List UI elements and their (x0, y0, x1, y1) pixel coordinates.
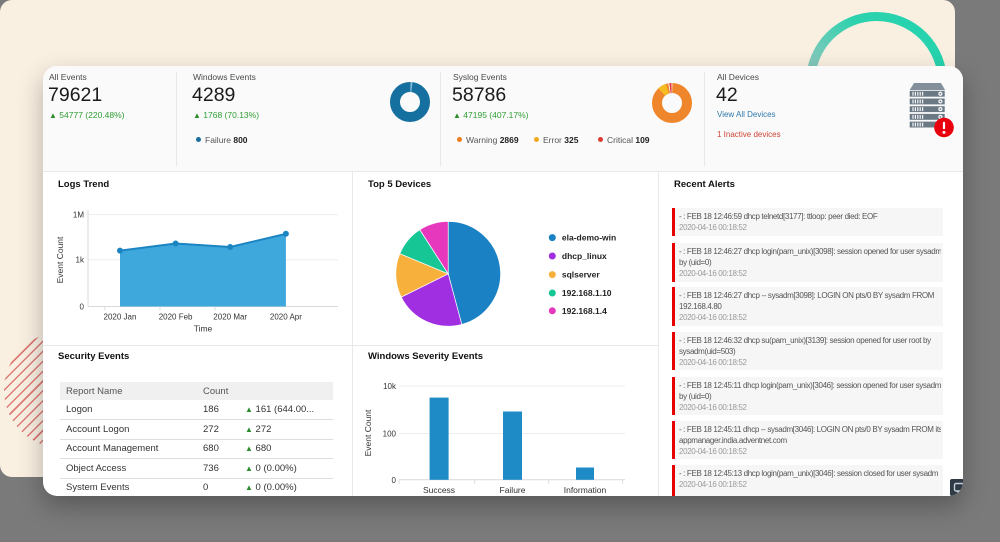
svg-text:ela-demo-win: ela-demo-win (562, 233, 616, 243)
svg-text:100: 100 (383, 430, 397, 439)
svg-text:192.168.1.4: 192.168.1.4 (562, 306, 607, 316)
svg-text:1M: 1M (73, 211, 84, 220)
svg-text:2020 Mar: 2020 Mar (213, 313, 247, 322)
svg-text:2020 Apr: 2020 Apr (270, 313, 302, 322)
svg-text:192.168.1.10: 192.168.1.10 (562, 288, 612, 298)
svg-text:0: 0 (392, 476, 397, 485)
svg-text:Event Count: Event Count (363, 409, 373, 456)
svg-text:Failure: Failure (500, 485, 526, 495)
svg-text:Event Count: Event Count (55, 236, 65, 283)
svg-text:1k: 1k (76, 256, 85, 265)
svg-text:sqlserver: sqlserver (562, 270, 600, 280)
svg-text:2020 Jan: 2020 Jan (104, 313, 137, 322)
svg-text:Information: Information (564, 485, 607, 495)
svg-text:2020 Feb: 2020 Feb (159, 313, 193, 322)
svg-text:dhcp_linux: dhcp_linux (562, 251, 607, 261)
svg-text:Time: Time (194, 324, 213, 334)
svg-text:Success: Success (423, 485, 455, 495)
svg-text:0: 0 (80, 303, 85, 312)
svg-text:10k: 10k (383, 382, 397, 391)
